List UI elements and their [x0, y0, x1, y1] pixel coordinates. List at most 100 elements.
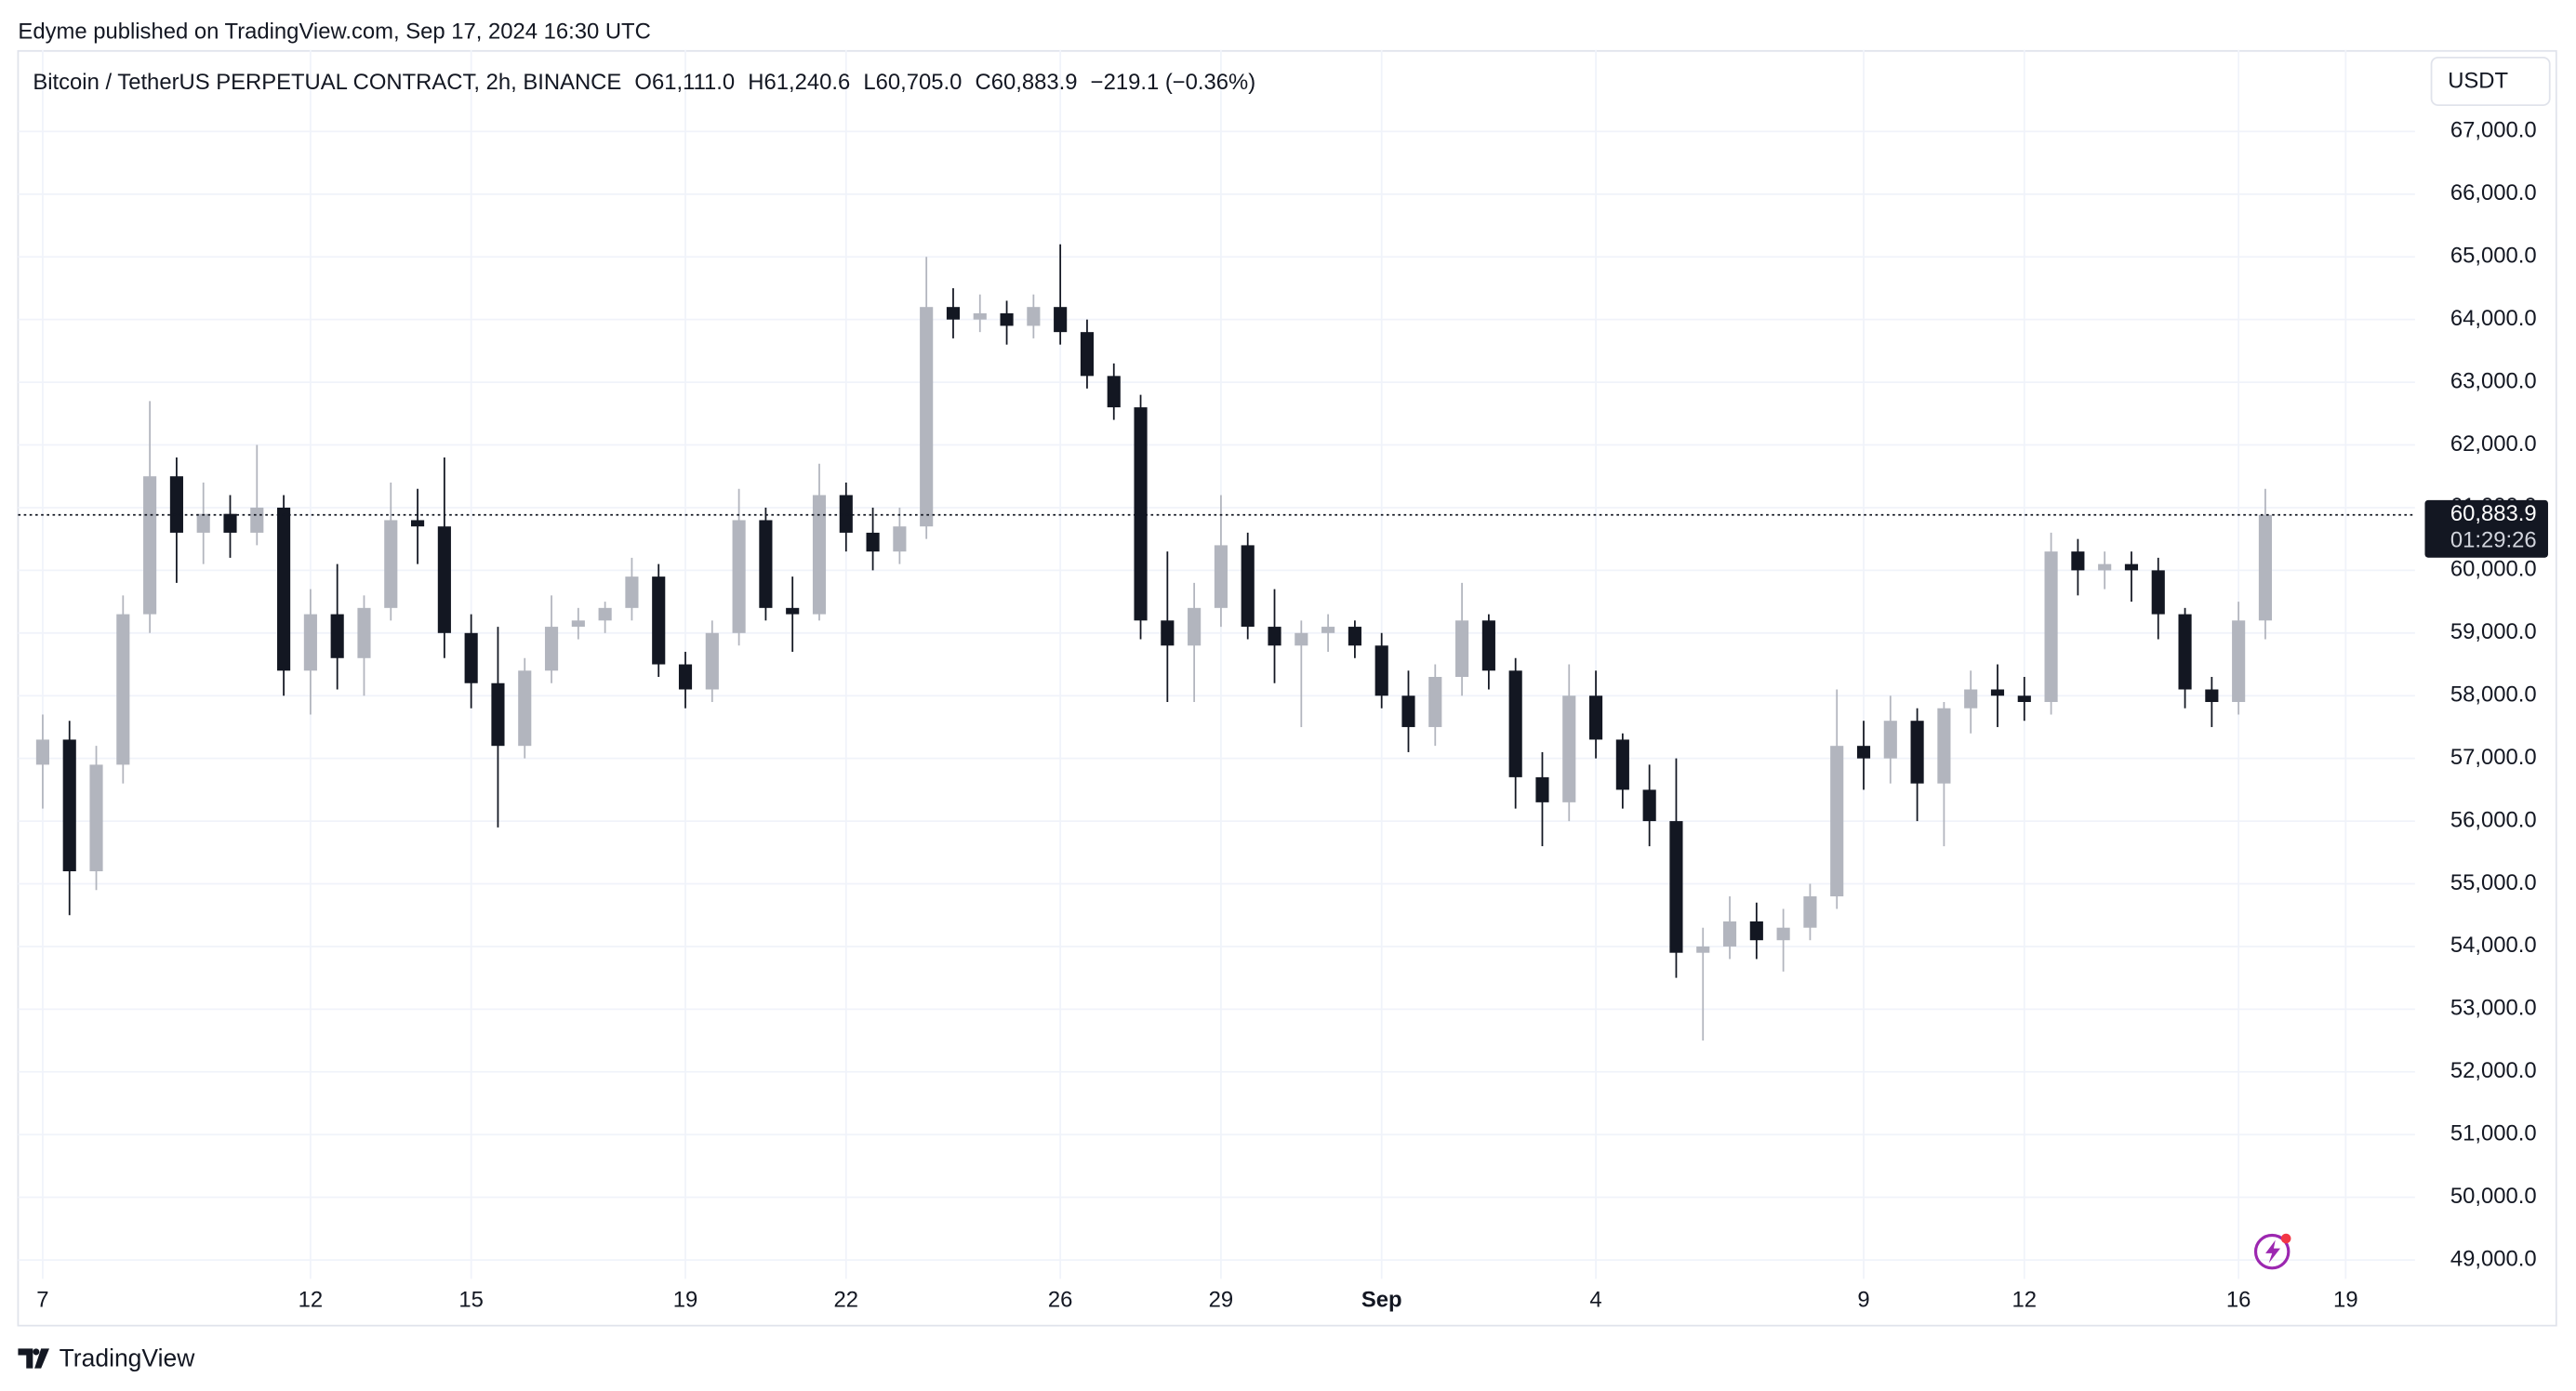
x-tick-label: 4 [1589, 1287, 1601, 1312]
y-tick-label: 49,000.0 [2450, 1246, 2537, 1271]
candle-body [1401, 696, 1415, 727]
candle-body [946, 307, 961, 320]
currency-button[interactable] [2430, 56, 2551, 106]
y-tick-label: 62,000.0 [2450, 431, 2537, 457]
x-tick-label: 12 [299, 1287, 324, 1312]
x-tick-label: 22 [834, 1287, 859, 1312]
y-tick-label: 65,000.0 [2450, 244, 2537, 269]
candle-body [786, 607, 800, 615]
candle-body [678, 664, 693, 690]
lightning-icon[interactable] [2253, 1233, 2291, 1270]
y-tick-label: 51,000.0 [2450, 1121, 2537, 1146]
y-tick-label: 64,000.0 [2450, 306, 2537, 331]
x-tick-label: 7 [36, 1287, 48, 1312]
chart-frame [17, 49, 2557, 1327]
x-tick-label: 26 [1048, 1287, 1073, 1312]
brand-logo [18, 1348, 49, 1369]
candle-body [1161, 620, 1175, 646]
ohlc-high: H61,240.6 [748, 70, 850, 95]
y-tick-label: 57,000.0 [2450, 745, 2537, 770]
symbol-title: Bitcoin / TetherUS PERPETUAL CONTRACT, 2… [33, 70, 621, 95]
candle-body [1000, 312, 1014, 326]
candle-body [2071, 551, 2085, 571]
last-price-box [2424, 499, 2548, 558]
x-tick-label: 15 [458, 1287, 484, 1312]
candle-body [893, 526, 907, 552]
ohlc-open: O61,111.0 [634, 70, 735, 95]
y-tick-label: 63,000.0 [2450, 368, 2537, 393]
candle-body [1910, 721, 1924, 784]
candle-body [1749, 921, 1763, 941]
candle-body [1696, 946, 1710, 953]
candle-body [1776, 927, 1790, 941]
y-tick-label: 54,000.0 [2450, 933, 2537, 958]
y-tick-label: 52,000.0 [2450, 1058, 2537, 1083]
candle-body [196, 513, 210, 533]
candle-body [62, 739, 76, 872]
candle-body [1990, 689, 2005, 696]
candle-body [2258, 514, 2273, 621]
candle-body [1615, 739, 1629, 790]
candle-body [35, 739, 49, 765]
price-change: −219.1 (−0.36%) [1091, 70, 1256, 95]
ohlc-close: C60,883.9 [976, 70, 1078, 95]
candle-body [2124, 563, 2139, 571]
candle-body [1642, 789, 1656, 822]
candle-body [1803, 896, 1817, 928]
y-tick-label: 60,000.0 [2450, 557, 2537, 582]
candle-body [2205, 689, 2219, 702]
candle-body [2098, 563, 2112, 571]
candle-body [1722, 921, 1737, 947]
candle-body [2017, 696, 2031, 702]
candle-body [1856, 746, 1871, 759]
candle-body [89, 764, 103, 872]
candle-body [732, 520, 746, 633]
candle-body [1214, 545, 1228, 608]
y-tick-label: 66,000.0 [2450, 180, 2537, 205]
plot-area [18, 49, 2415, 1279]
candle-body [464, 632, 478, 683]
candle-body [759, 520, 773, 608]
candle-body [1481, 620, 1495, 671]
countdown: 01:29:26 [2450, 527, 2537, 552]
candle-body [223, 513, 237, 533]
ohlc-low: L60,705.0 [863, 70, 962, 95]
candle-body [277, 507, 291, 671]
candle-body [1080, 332, 1095, 377]
candle-body [1295, 632, 1308, 646]
y-tick-label: 55,000.0 [2450, 870, 2537, 895]
candle-body [2232, 620, 2246, 702]
candle-body [625, 576, 639, 608]
candle-body [1321, 627, 1335, 633]
candle-body [437, 526, 451, 633]
candle-body [705, 632, 719, 690]
candle-body [330, 614, 344, 658]
candle-body [2178, 614, 2192, 690]
x-tick-label: 9 [1857, 1287, 1869, 1312]
x-tick-label: 12 [2012, 1287, 2038, 1312]
candle-body [410, 520, 425, 527]
candle-body [1188, 607, 1202, 646]
candle-body [1937, 708, 1951, 784]
candle-body [1455, 620, 1469, 678]
candle-body [866, 532, 880, 552]
candle-body [1830, 746, 1844, 897]
x-tick-label: 29 [1209, 1287, 1234, 1312]
candle-body [598, 607, 612, 621]
candle-body [1054, 307, 1068, 333]
candle-body [1669, 821, 1683, 953]
candle-body [1964, 689, 1978, 709]
candle-body [1535, 776, 1549, 802]
y-tick-label: 50,000.0 [2450, 1184, 2537, 1209]
x-tick-label: Sep [1361, 1287, 1402, 1312]
candle-body [571, 620, 585, 628]
candle-body [2044, 551, 2058, 702]
candle-body [1508, 670, 1522, 777]
candle-body [1241, 545, 1255, 628]
candle-body [357, 607, 371, 658]
candle-body [518, 670, 532, 747]
y-tick-label: 67,000.0 [2450, 118, 2537, 143]
currency[interactable]: USDT [2448, 69, 2508, 94]
candle-body [812, 495, 827, 615]
